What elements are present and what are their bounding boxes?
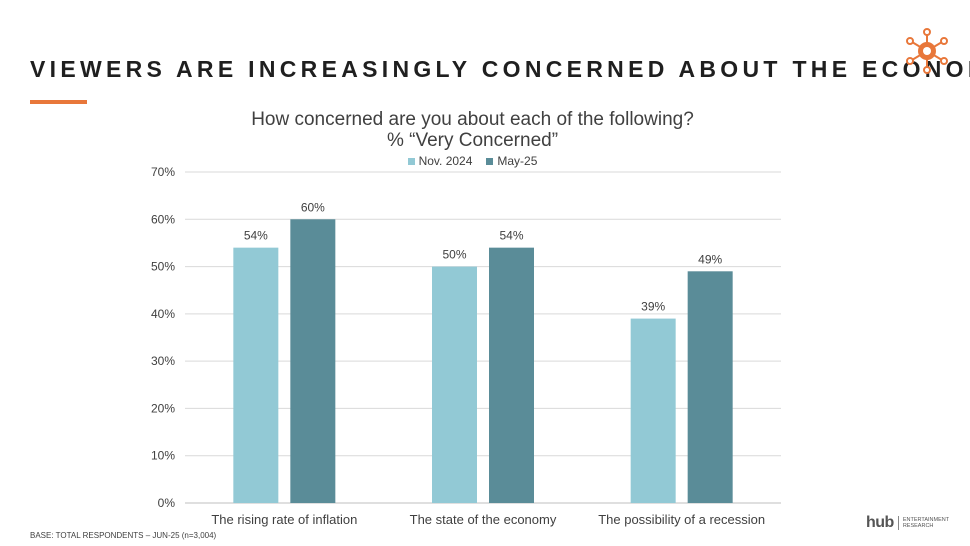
x-tick-label: The possibility of a recession [598, 512, 765, 527]
legend-label-may-25: May-25 [497, 154, 538, 168]
x-tick-label: The rising rate of inflation [211, 512, 357, 527]
hub-logo-sub-line2: RESEARCH [902, 523, 934, 529]
data-label: 50% [442, 248, 466, 262]
footnote: BASE: TOTAL RESPONDENTS – JUN-25 (n=3,00… [30, 531, 217, 540]
bar [489, 247, 534, 503]
chart-legend: Nov. 2024 May-25 [150, 154, 795, 168]
hub-logo-subtitle: ENTERTAINMENT RESEARCH [903, 517, 949, 529]
legend-swatch-may-25 [486, 157, 494, 165]
legend-label-nov-2024: Nov. 2024 [418, 154, 473, 168]
y-tick-label: 40% [151, 307, 175, 321]
sun-network-icon [906, 28, 948, 74]
chart-title: How concerned are you about each of the … [150, 109, 795, 151]
data-label: 49% [698, 252, 722, 266]
y-tick-label: 50% [151, 260, 175, 274]
data-label: 54% [499, 229, 523, 243]
bar [630, 318, 676, 503]
bar [432, 266, 477, 503]
y-tick-label: 20% [151, 401, 175, 415]
hub-brand-logo: hub ENTERTAINMENT RESEARCH [866, 514, 949, 532]
x-tick-label: The state of the economy [410, 512, 557, 527]
y-tick-label: 10% [151, 449, 175, 463]
data-label: 54% [244, 229, 268, 243]
hub-logo-divider [897, 516, 899, 530]
y-tick-label: 60% [151, 212, 175, 226]
legend-item-nov-2024: Nov. 2024 [407, 154, 473, 168]
bar [687, 271, 733, 503]
y-tick-label: 30% [151, 354, 175, 368]
y-tick-label: 0% [158, 496, 176, 510]
hub-logo-word: hub [866, 514, 894, 531]
legend-swatch-nov-2024 [407, 157, 415, 165]
slide-title: VIEWERS ARE INCREASINGLY CONCERNED ABOUT… [30, 56, 970, 82]
hub-logo-sub-line1: ENTERTAINMENT [902, 517, 950, 523]
title-accent-bar [30, 100, 87, 104]
chart-title-line2: % “Very Concerned” [386, 130, 559, 151]
bar [233, 247, 279, 503]
y-tick-label: 70% [151, 165, 175, 179]
data-label: 39% [641, 300, 665, 314]
bar [290, 219, 336, 504]
legend-item-may-25: May-25 [486, 154, 537, 168]
data-label: 60% [301, 200, 325, 214]
chart-title-line1: How concerned are you about each of the … [251, 109, 694, 130]
